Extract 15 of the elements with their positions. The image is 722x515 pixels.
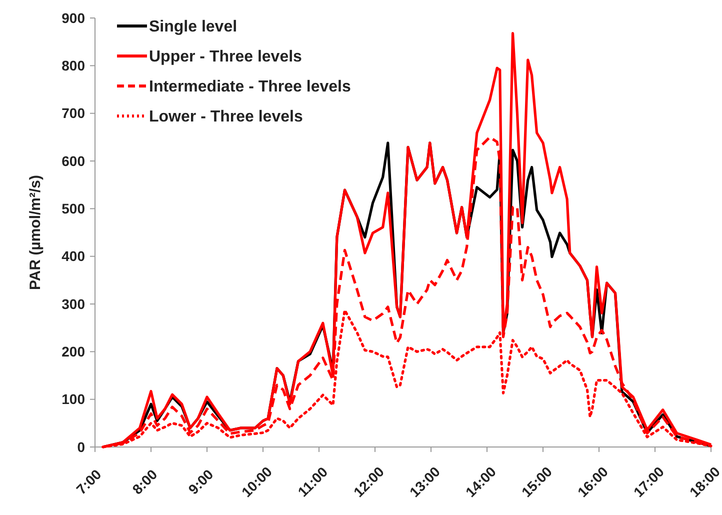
y-tick-label: 600 bbox=[62, 152, 86, 169]
legend-label: Single level bbox=[149, 18, 238, 36]
legend-label: Upper - Three levels bbox=[149, 48, 302, 66]
y-tick-label: 800 bbox=[62, 58, 86, 74]
y-axis-title: PAR (µmol/m²/s) bbox=[27, 174, 44, 290]
y-tick-label: 500 bbox=[62, 200, 86, 217]
y-tick-label: 300 bbox=[62, 296, 86, 312]
y-tick-label: 0 bbox=[77, 438, 86, 455]
y-tick-label: 200 bbox=[62, 344, 86, 360]
y-tick-label: 900 bbox=[62, 10, 86, 26]
y-tick-label: 400 bbox=[62, 248, 86, 264]
legend-label: Intermediate - Three levels bbox=[149, 78, 351, 96]
y-tick-label: 100 bbox=[62, 391, 86, 408]
legend-label: Lower - Three levels bbox=[149, 108, 303, 126]
y-tick-label: 700 bbox=[62, 105, 86, 122]
